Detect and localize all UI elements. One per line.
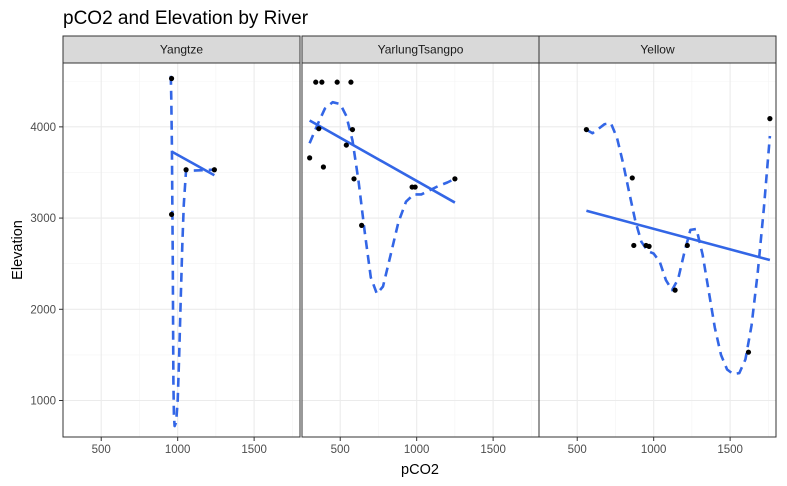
data-point bbox=[211, 167, 217, 173]
chart-title: pCO2 and Elevation by River bbox=[63, 8, 309, 29]
data-point bbox=[319, 79, 325, 85]
data-point bbox=[631, 242, 637, 249]
x-tick-label: 1000 bbox=[641, 444, 667, 456]
facet-strip bbox=[538, 35, 777, 64]
x-tick-label: 1500 bbox=[717, 444, 743, 456]
x-tick-label: 1500 bbox=[480, 444, 506, 456]
facet-panel-yangtze: Yangtze 500 1000 1500 1000 2000 3000 4000 bbox=[30, 35, 301, 456]
data-point bbox=[684, 242, 690, 249]
x-axis-title: pCO2 bbox=[401, 462, 439, 478]
facet-panel-yarlungtsangpo: YarlungTsangpo 500 1000 1500 bbox=[301, 35, 540, 456]
smooth-fit-line bbox=[169, 75, 215, 428]
x-tick-label: 500 bbox=[92, 444, 111, 456]
facet-strip-label: Yellow bbox=[640, 43, 675, 57]
data-point bbox=[168, 211, 175, 218]
data-point bbox=[349, 126, 356, 133]
data-point bbox=[343, 142, 349, 148]
data-point bbox=[767, 116, 773, 122]
facet-panels: Yangtze 500 1000 1500 1000 2000 3000 4000 Yarlun… bbox=[30, 35, 777, 456]
data-point bbox=[672, 287, 678, 293]
data-point bbox=[348, 79, 354, 85]
fit-lines bbox=[169, 75, 216, 428]
data-point bbox=[412, 184, 418, 190]
linear-fit-line bbox=[586, 209, 771, 262]
y-axis-title: Elevation bbox=[10, 220, 26, 280]
panel-border bbox=[538, 62, 777, 438]
data-point bbox=[359, 222, 365, 228]
fit-lines bbox=[308, 100, 456, 296]
data-point bbox=[745, 349, 752, 355]
data-point bbox=[452, 176, 458, 182]
plot-background bbox=[539, 63, 776, 437]
x-tick-label: 1500 bbox=[241, 444, 267, 456]
data-point bbox=[334, 79, 340, 85]
smooth-fit-line bbox=[308, 100, 456, 296]
data-point bbox=[183, 167, 189, 173]
data-point bbox=[313, 79, 319, 85]
x-tick-label: 1000 bbox=[165, 444, 191, 456]
y-tick-label: 2000 bbox=[30, 304, 56, 316]
data-point bbox=[168, 75, 175, 82]
facet-panel-yellow: Yellow 500 1000 1500 bbox=[538, 35, 777, 456]
smooth-fit-line bbox=[585, 121, 772, 376]
data-point bbox=[351, 176, 357, 182]
data-point bbox=[583, 126, 590, 133]
x-tick-label: 500 bbox=[331, 444, 350, 456]
y-tick-label: 1000 bbox=[30, 396, 56, 408]
linear-fit-line bbox=[170, 150, 216, 177]
data-point bbox=[646, 243, 652, 249]
facet-strip-label: YarlungTsangpo bbox=[378, 43, 464, 57]
x-tick-label: 500 bbox=[568, 444, 587, 456]
data-point bbox=[316, 126, 322, 132]
plot-background bbox=[302, 63, 539, 437]
data-point bbox=[629, 175, 635, 181]
y-tick-label: 4000 bbox=[30, 122, 56, 134]
linear-fit-line bbox=[309, 119, 456, 204]
y-tick-label: 3000 bbox=[30, 213, 56, 225]
facet-strip-label: Yangtze bbox=[160, 43, 203, 57]
data-point bbox=[307, 155, 313, 161]
x-tick-label: 1000 bbox=[404, 444, 430, 456]
panel-border bbox=[62, 62, 301, 438]
facet-strip bbox=[62, 35, 301, 64]
fit-lines bbox=[585, 121, 772, 376]
data-point bbox=[320, 164, 327, 170]
